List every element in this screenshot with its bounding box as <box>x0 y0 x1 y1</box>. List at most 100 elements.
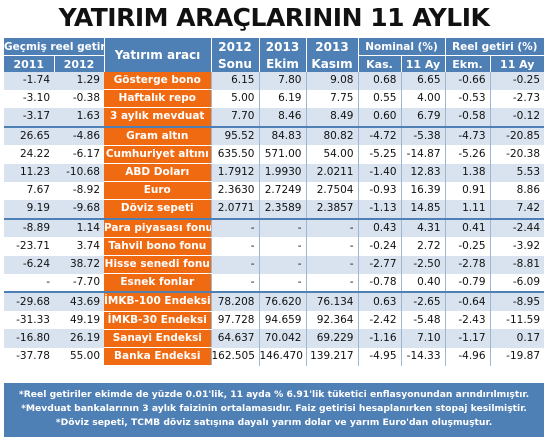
table-row: -31.33 49.19 İMKB-30 Endeksi 97.728 94.659 92… <box>4 311 545 330</box>
table-row: 7.67 -8.92 Euro 2.3630 2.7249 2.7504 -0.93 16.3… <box>4 181 545 201</box>
value-real-ekm: -0.58 <box>444 107 491 128</box>
value-real-ekm: -5.26 <box>444 145 491 164</box>
value-end2012: 162.505 <box>210 347 259 366</box>
value-2012: 1.29 <box>54 72 104 90</box>
value-real-11ay: -0.12 <box>489 107 545 128</box>
value-real-11ay: -8.81 <box>489 255 545 274</box>
value-2012: 38.72 <box>54 255 104 274</box>
value-real-11ay: 8.86 <box>489 181 545 200</box>
header-end2012-year: 2012 <box>210 38 259 56</box>
header-nominal-11ay: 11 Ay <box>400 55 446 72</box>
value-oct2013: 70.042 <box>258 329 306 348</box>
value-2012: 26.19 <box>54 329 104 348</box>
value-nov2013: - <box>305 237 358 256</box>
value-2012: 3.74 <box>54 237 104 256</box>
header-2011: 2011 <box>4 55 54 72</box>
value-oct2013: 6.19 <box>258 89 306 108</box>
value-real-11ay: -20.85 <box>489 126 545 146</box>
value-2012: 55.00 <box>54 347 104 366</box>
instrument-name: İMKB-30 Endeksi <box>104 311 211 330</box>
value-nominal-kas: 0.55 <box>357 89 401 108</box>
value-nov2013: 2.0211 <box>305 163 358 182</box>
footnote-deposit: *Mevduat bankalarının 3 aylık faizinin o… <box>21 403 527 414</box>
instrument-name: Cumhuriyet altını <box>104 145 211 165</box>
value-nominal-11ay: 6.79 <box>400 107 446 128</box>
value-2011: -23.71 <box>4 237 54 256</box>
value-nominal-kas: 0.68 <box>357 72 401 90</box>
header-instrument: Yatırım aracı <box>103 38 211 72</box>
value-end2012: 635.50 <box>210 145 259 164</box>
value-nov2013: - <box>305 255 358 274</box>
value-nov2013: - <box>305 273 358 294</box>
table-row: 11.23 -10.68 ABD Doları 1.7912 1.9930 2.0211-… <box>4 163 545 183</box>
value-nominal-11ay: 0.40 <box>400 273 446 294</box>
table-row: -8.89 1.14 Para piyasası fonu - - -0.43 4.31 0.… <box>4 218 545 238</box>
value-2012: -4.86 <box>54 126 104 146</box>
table-row: - -7.70 Esnek fonlar - - - -0.78 0.40 -0.79 -6.09 <box>4 273 545 294</box>
value-2012: -0.38 <box>54 89 104 108</box>
value-end2012: 6.15 <box>210 72 259 90</box>
value-real-ekm: -2.78 <box>444 255 491 274</box>
value-nov2013: 139.217 <box>305 347 358 366</box>
value-nominal-11ay: -14.33 <box>400 347 446 366</box>
value-oct2013: 7.80 <box>258 72 306 90</box>
header-nov2013-label: Kasım <box>305 55 358 72</box>
value-nov2013: 9.08 <box>305 72 358 90</box>
value-end2012: - <box>210 273 259 294</box>
header-real-ekm: Ekm. <box>444 55 491 72</box>
value-oct2013: 146.470 <box>258 347 306 366</box>
header-real-11ay: 11 Ay <box>489 55 545 72</box>
value-nominal-11ay: 14.85 <box>400 199 446 220</box>
value-nominal-11ay: 16.39 <box>400 181 446 200</box>
value-end2012: 95.52 <box>210 126 259 146</box>
value-nov2013: 7.75 <box>305 89 358 108</box>
header-nominal: Nominal (%) <box>357 38 446 56</box>
value-real-ekm: -0.25 <box>444 237 491 256</box>
value-real-11ay: 7.42 <box>489 199 545 220</box>
value-end2012: 5.00 <box>210 89 259 108</box>
value-end2012: 97.728 <box>210 311 259 330</box>
value-real-ekm: 0.41 <box>444 218 491 238</box>
value-real-11ay: -0.25 <box>489 72 545 90</box>
value-2011: -16.80 <box>4 329 54 348</box>
value-nominal-kas: -0.78 <box>357 273 401 294</box>
value-real-ekm: -0.53 <box>444 89 491 108</box>
value-oct2013: 571.00 <box>258 145 306 164</box>
value-nov2013: 54.00 <box>305 145 358 164</box>
value-2011: -3.10 <box>4 89 54 108</box>
value-2012: -9.68 <box>54 199 104 220</box>
value-nominal-kas: -1.13 <box>357 199 401 220</box>
value-nominal-11ay: -14.87 <box>400 145 446 164</box>
value-oct2013: 1.9930 <box>258 163 306 182</box>
footnotes: *Reel getiriler ekimde de yüzde 0.01'lik… <box>4 383 544 437</box>
value-2011: - <box>4 273 54 294</box>
value-end2012: 2.3630 <box>210 181 259 200</box>
value-2011: 9.19 <box>4 199 54 220</box>
table-row: 26.65 -4.86 Gram altın 95.52 84.83 80.82 -4.72… <box>4 126 545 146</box>
value-oct2013: - <box>258 273 306 294</box>
value-nominal-11ay: 4.00 <box>400 89 446 108</box>
value-oct2013: - <box>258 237 306 256</box>
value-2012: 1.63 <box>54 107 104 128</box>
value-nominal-kas: -1.16 <box>357 329 401 348</box>
value-nominal-11ay: 6.65 <box>400 72 446 90</box>
value-nominal-11ay: 2.72 <box>400 237 446 256</box>
table-row: -37.78 55.00 Banka Endeksi 162.505 146.470 13… <box>4 347 545 367</box>
value-real-ekm: 0.91 <box>444 181 491 200</box>
value-real-ekm: -1.17 <box>444 329 491 348</box>
instrument-name: Tahvil bono fonu <box>104 237 211 257</box>
value-real-11ay: -8.95 <box>489 292 545 312</box>
header-past-real: Geçmiş reel getiri <box>4 38 104 56</box>
value-real-11ay: -2.44 <box>489 218 545 238</box>
table-row: -16.80 26.19 Sanayi Endeksi 64.637 70.042 69.… <box>4 329 545 349</box>
value-nov2013: 2.7504 <box>305 181 358 200</box>
value-nominal-11ay: 4.31 <box>400 218 446 238</box>
value-oct2013: 2.3589 <box>258 199 306 220</box>
value-oct2013: 8.46 <box>258 107 306 128</box>
value-real-ekm: -2.43 <box>444 311 491 330</box>
value-nominal-11ay: -2.65 <box>400 292 446 312</box>
header-oct2013-year: 2013 <box>258 38 306 56</box>
value-nov2013: 8.49 <box>305 107 358 128</box>
value-nominal-11ay: 12.83 <box>400 163 446 182</box>
value-2011: -8.89 <box>4 218 54 238</box>
